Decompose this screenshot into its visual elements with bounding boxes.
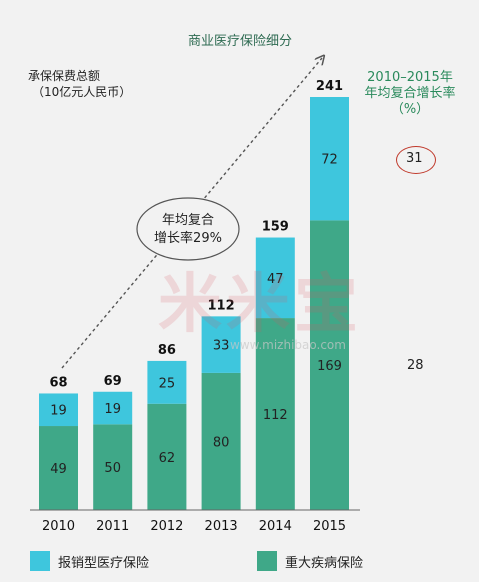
total-label-2013: 112 [208,298,235,313]
total-label-2010: 68 [49,375,67,390]
cagr-value-reimbursement: 31 [406,151,423,166]
data-label-critical-illness-2011: 50 [104,461,121,476]
data-label-reimbursement-2010: 19 [50,404,67,419]
bar-reimbursement-2015 [310,97,349,221]
bar-critical-illness-2011 [93,424,133,510]
cagr-value-critical-illness: 28 [407,358,424,373]
data-label-critical-illness-2012: 62 [159,451,176,466]
x-tick-label-2012: 2012 [150,519,183,534]
y-axis-label-line1: 承保保费总额 [28,69,101,83]
cagr-header: 2010–2015年 年均复合增长率 （%） [350,70,470,118]
legend-label-critical-illness: 重大疾病保险 [285,555,364,571]
data-label-reimbursement-2011: 19 [104,402,121,417]
y-axis-label-unit: （10亿元人民币） [32,85,132,99]
bar-reimbursement-2012 [147,360,187,404]
cagr-header-line3: （%） [390,102,430,117]
data-label-critical-illness-2013: 80 [213,435,230,450]
bar-reimbursement-2011 [93,391,133,425]
x-tick-label-2013: 2013 [205,519,238,534]
growth-annotation-line1: 年均复合 [162,213,214,228]
legend-swatch-reimbursement [30,551,50,571]
total-label-2011: 69 [104,374,122,389]
legend-swatch-critical-illness [257,551,277,571]
bar-critical-illness-2012 [147,403,187,510]
bar-critical-illness-2013 [201,372,241,510]
x-tick-label-2010: 2010 [42,519,75,534]
legend-label-reimbursement: 报销型医疗保险 [58,555,150,571]
total-label-2015: 241 [316,79,343,94]
data-label-critical-illness-2010: 49 [50,462,67,477]
bar-reimbursement-2013 [201,316,241,373]
bar-reimbursement-2010 [39,393,78,427]
growth-arrow [61,58,322,369]
chart-title: 商业医疗保险细分 [187,34,292,49]
legend-item-critical-illness: 重大疾病保险 [257,551,363,571]
data-label-critical-illness-2015: 169 [317,359,342,374]
x-tick-label-2014: 2014 [259,519,292,534]
growth-annotation-bubble [136,197,240,261]
data-label-reimbursement-2014: 47 [267,272,284,287]
data-label-reimbursement-2015: 72 [321,153,338,168]
growth-annotation-line2: 增长率29% [154,230,222,246]
total-label-2012: 86 [158,343,176,358]
cagr-highlight-circle [396,146,436,174]
bar-reimbursement-2014 [255,237,295,319]
data-label-critical-illness-2014: 112 [263,408,288,423]
watermark-url: www.mizhibao.com [230,338,346,352]
bar-critical-illness-2015 [310,220,349,510]
cagr-header-line1: 2010–2015年 [367,70,453,85]
total-label-2014: 159 [262,220,289,235]
x-tick-label-2015: 2015 [313,519,346,534]
bar-critical-illness-2014 [255,318,295,510]
data-label-reimbursement-2012: 25 [159,376,176,391]
data-label-reimbursement-2013: 33 [213,339,230,354]
legend-item-reimbursement: 报销型医疗保险 [30,551,149,571]
bar-critical-illness-2010 [39,426,78,510]
cagr-header-line2: 年均复合增长率 [364,86,456,101]
x-tick-label-2011: 2011 [96,519,129,534]
y-axis-label: 承保保费总额 （10亿元人民币） [28,68,168,100]
